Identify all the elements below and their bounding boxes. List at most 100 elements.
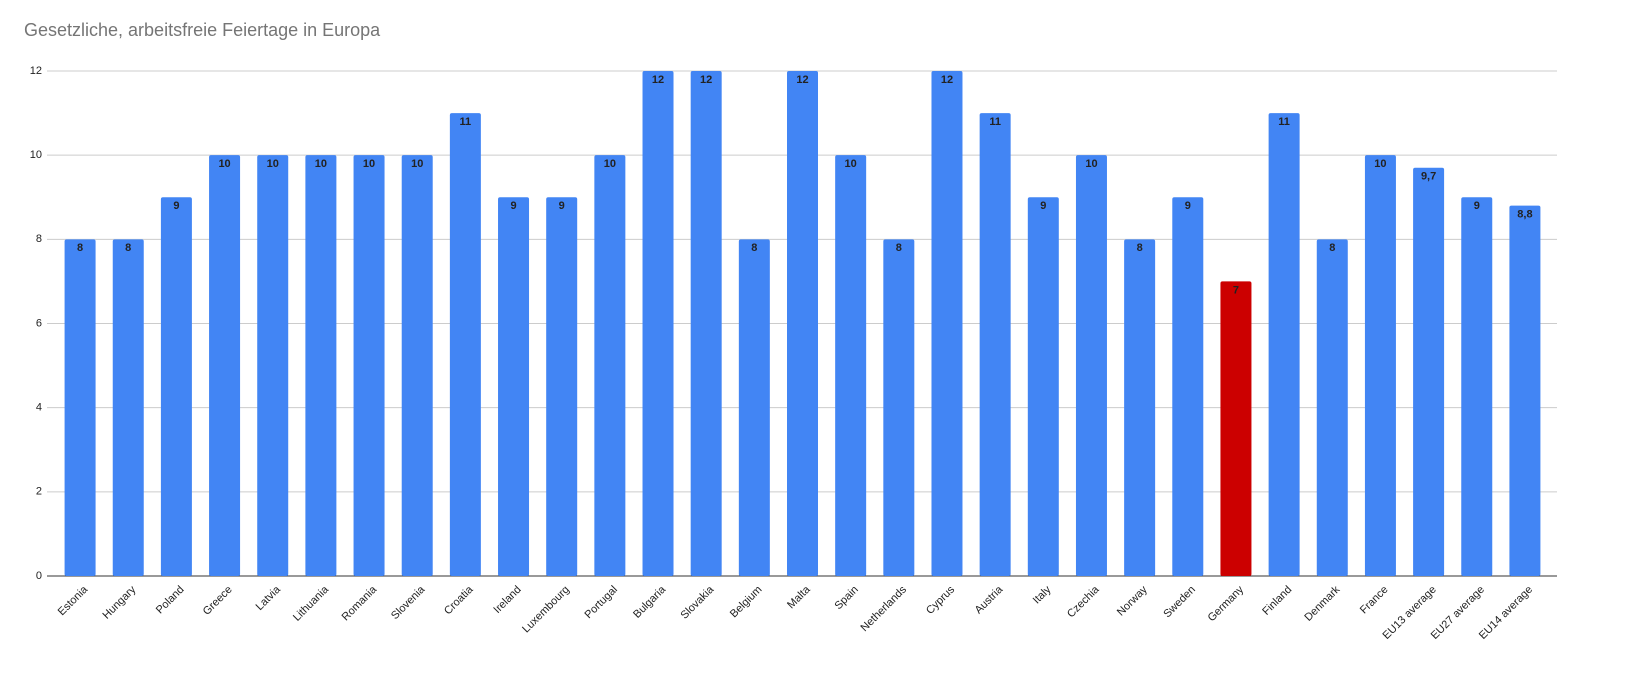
x-tick-label: Spain xyxy=(832,584,860,612)
value-label: 11 xyxy=(460,116,472,128)
x-tick-label: France xyxy=(1358,584,1391,617)
x-tick-label: Poland xyxy=(154,584,187,617)
bar xyxy=(642,71,674,576)
bar xyxy=(787,71,818,576)
x-tick-label: Hungary xyxy=(101,583,139,621)
value-label: 10 xyxy=(218,158,230,170)
bar xyxy=(449,113,481,576)
y-tick-label: 10 xyxy=(30,149,42,161)
x-tick-label: Greece xyxy=(201,584,235,618)
bar xyxy=(1220,281,1252,576)
value-label: 9 xyxy=(173,200,179,212)
y-tick-label: 4 xyxy=(36,402,42,414)
value-label: 9 xyxy=(1474,200,1480,212)
x-tick-label: Norway xyxy=(1115,583,1150,618)
value-label: 9 xyxy=(510,200,516,212)
bar xyxy=(1268,113,1300,576)
chart-title: Gesetzliche, arbeitsfreie Feiertage in E… xyxy=(24,20,381,40)
bar xyxy=(883,239,915,577)
value-label: 8 xyxy=(751,242,757,254)
bar xyxy=(1413,167,1445,576)
value-label: 12 xyxy=(652,74,664,86)
value-label: 12 xyxy=(941,74,953,86)
x-tick-label: Malta xyxy=(785,583,813,611)
x-tick-label: Germany xyxy=(1206,583,1247,624)
value-label: 11 xyxy=(989,116,1001,128)
value-label: 10 xyxy=(267,158,279,170)
bar xyxy=(931,71,963,576)
bar xyxy=(257,155,289,576)
x-tick-label: Estonia xyxy=(56,583,91,618)
value-label: 10 xyxy=(1374,158,1386,170)
x-tick-label: Lithuania xyxy=(291,583,332,624)
value-label: 10 xyxy=(845,158,857,170)
x-tick-label: Belgium xyxy=(728,584,765,621)
bar xyxy=(690,71,722,576)
x-tick-label: Austria xyxy=(973,583,1006,616)
bar xyxy=(594,155,626,576)
bar xyxy=(835,155,867,576)
bar xyxy=(738,239,770,577)
x-tick-label: Finland xyxy=(1260,584,1294,618)
value-label: 10 xyxy=(411,158,423,170)
bar xyxy=(1364,155,1396,576)
value-label: 7 xyxy=(1233,284,1239,296)
value-label: 11 xyxy=(1278,116,1290,128)
value-label: 9 xyxy=(1185,200,1191,212)
x-tick-label: Italy xyxy=(1031,583,1054,606)
value-label: 8 xyxy=(1329,242,1335,254)
bar xyxy=(1172,197,1204,576)
bar xyxy=(64,239,96,577)
value-label: 12 xyxy=(796,74,808,86)
value-label: 10 xyxy=(315,158,327,170)
bar xyxy=(979,113,1011,576)
bar xyxy=(1316,239,1348,577)
x-tick-label: Bulgaria xyxy=(631,583,669,621)
x-tick-label: Cyprus xyxy=(924,583,957,616)
bar xyxy=(160,197,192,576)
x-tick-label: Slovakia xyxy=(678,583,717,622)
bar xyxy=(546,197,578,576)
x-tick-label: Ireland xyxy=(491,584,523,616)
y-tick-label: 0 xyxy=(36,570,42,582)
value-label: 10 xyxy=(1085,158,1097,170)
y-tick-label: 8 xyxy=(36,233,42,245)
bar xyxy=(112,239,144,577)
value-label: 8 xyxy=(77,242,83,254)
value-label: 10 xyxy=(363,158,375,170)
value-label: 12 xyxy=(700,74,712,86)
x-tick-label: Netherlands xyxy=(859,583,910,634)
x-tick-label: Romania xyxy=(340,583,380,623)
y-tick-label: 12 xyxy=(30,65,42,77)
y-tick-label: 2 xyxy=(36,486,42,498)
y-tick-label: 6 xyxy=(36,317,42,329)
bar xyxy=(305,155,337,576)
x-tick-label: Czechia xyxy=(1065,583,1102,620)
bar xyxy=(209,155,241,576)
bar xyxy=(1124,239,1156,577)
value-label: 10 xyxy=(604,158,616,170)
bar xyxy=(1509,205,1541,576)
bar xyxy=(353,155,385,576)
bar xyxy=(1075,155,1107,576)
x-tick-label: Luxembourg xyxy=(520,584,572,636)
value-label: 8 xyxy=(896,242,902,254)
x-tick-label: Latvia xyxy=(254,583,284,613)
value-label: 9 xyxy=(559,200,565,212)
bar xyxy=(1027,197,1059,576)
value-label: 8 xyxy=(125,242,131,254)
x-tick-label: Croatia xyxy=(442,583,476,617)
x-tick-label: Slovenia xyxy=(389,583,428,622)
bar xyxy=(498,197,530,576)
bar xyxy=(1461,197,1493,576)
x-tick-label: Sweden xyxy=(1161,584,1198,621)
value-label: 8,8 xyxy=(1517,209,1532,221)
value-label: 9,7 xyxy=(1421,171,1436,183)
value-label: 8 xyxy=(1137,242,1143,254)
x-tick-label: Denmark xyxy=(1302,583,1342,623)
value-label: 9 xyxy=(1040,200,1046,212)
bar xyxy=(401,155,433,576)
x-tick-label: Portugal xyxy=(583,584,620,621)
